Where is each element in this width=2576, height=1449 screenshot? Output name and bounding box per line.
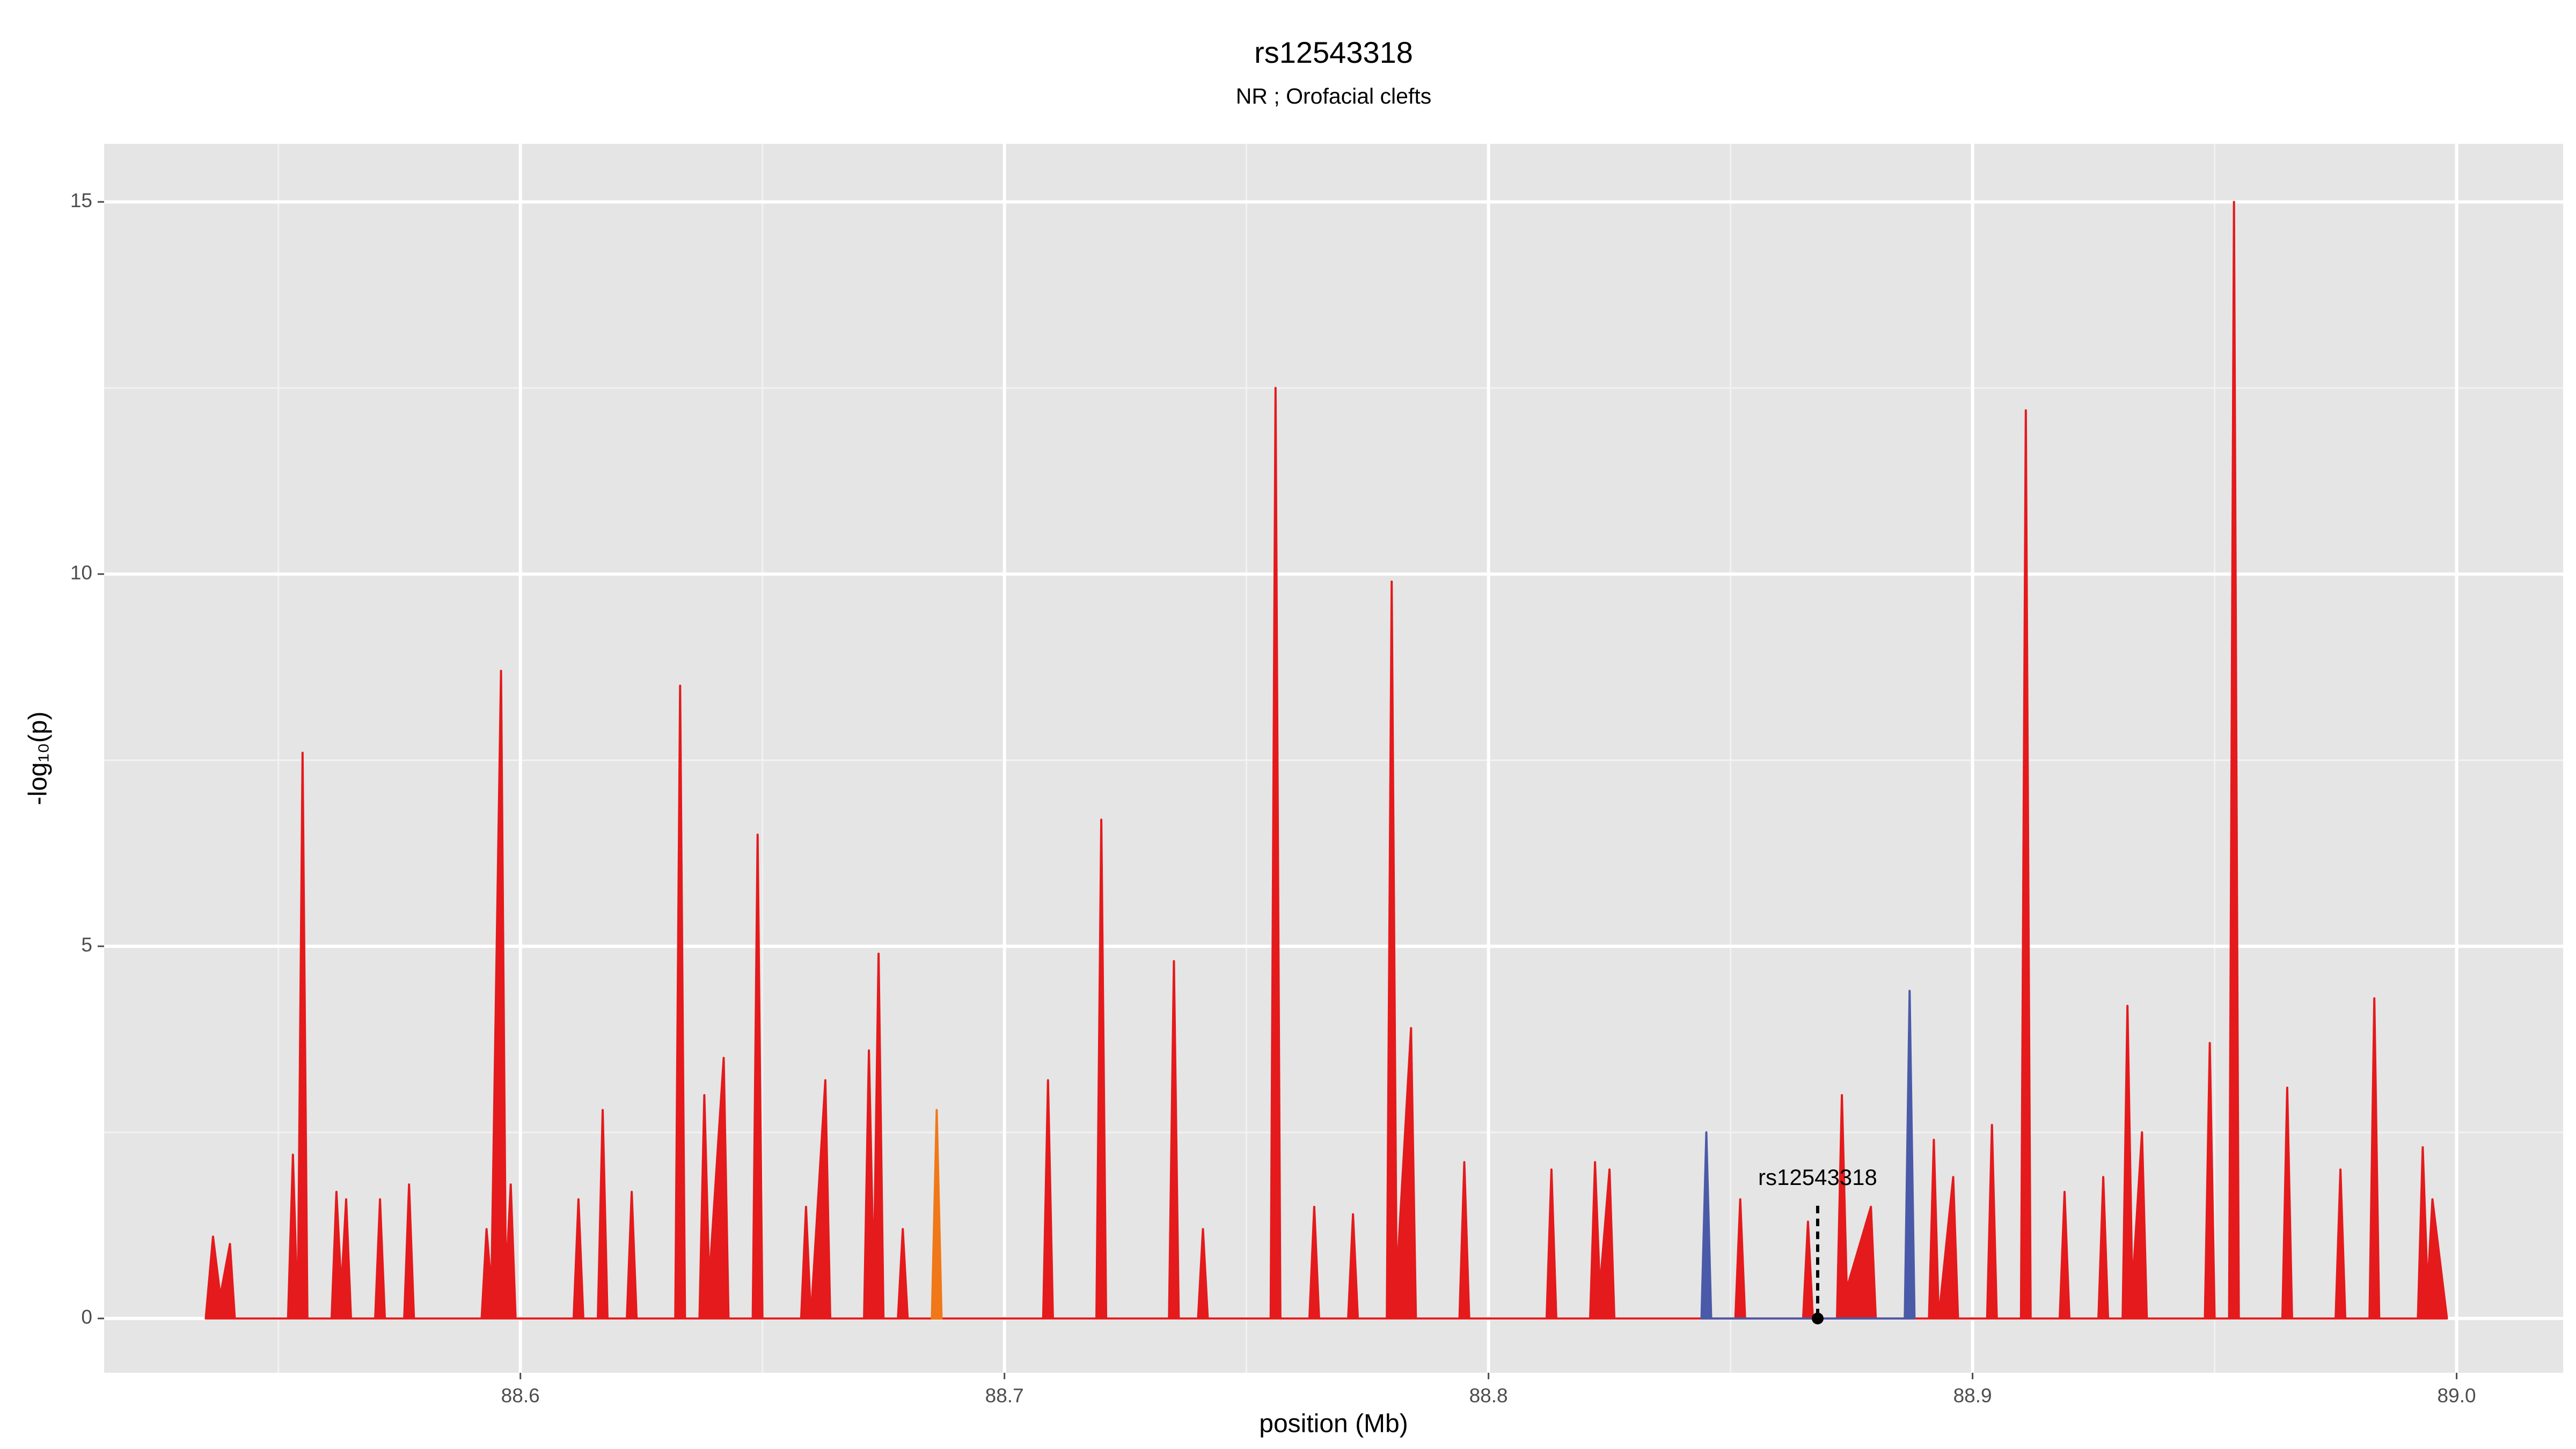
y-tick-label: 10 bbox=[70, 561, 92, 583]
chart-title: rs12543318 bbox=[1254, 35, 1413, 69]
chart-subtitle: NR ; Orofacial clefts bbox=[1236, 84, 1432, 108]
x-tick-label: 88.7 bbox=[985, 1385, 1024, 1407]
y-axis-label: -log₁₀(p) bbox=[24, 712, 53, 806]
annotation-label: rs12543318 bbox=[1758, 1165, 1877, 1190]
y-tick-label: 0 bbox=[81, 1306, 92, 1328]
x-tick-label: 88.6 bbox=[501, 1385, 540, 1407]
x-tick-label: 88.9 bbox=[1953, 1385, 1992, 1407]
annotation-point bbox=[1811, 1312, 1824, 1324]
x-tick-label: 89.0 bbox=[2438, 1385, 2476, 1407]
area bbox=[1700, 990, 1916, 1320]
plot-background bbox=[104, 144, 2563, 1373]
area bbox=[204, 201, 2448, 1320]
area bbox=[931, 1109, 943, 1320]
y-tick-label: 5 bbox=[81, 934, 92, 956]
x-tick-label: 88.8 bbox=[1469, 1385, 1508, 1407]
x-axis-label: position (Mb) bbox=[1259, 1410, 1408, 1438]
y-tick-label: 15 bbox=[70, 189, 92, 211]
